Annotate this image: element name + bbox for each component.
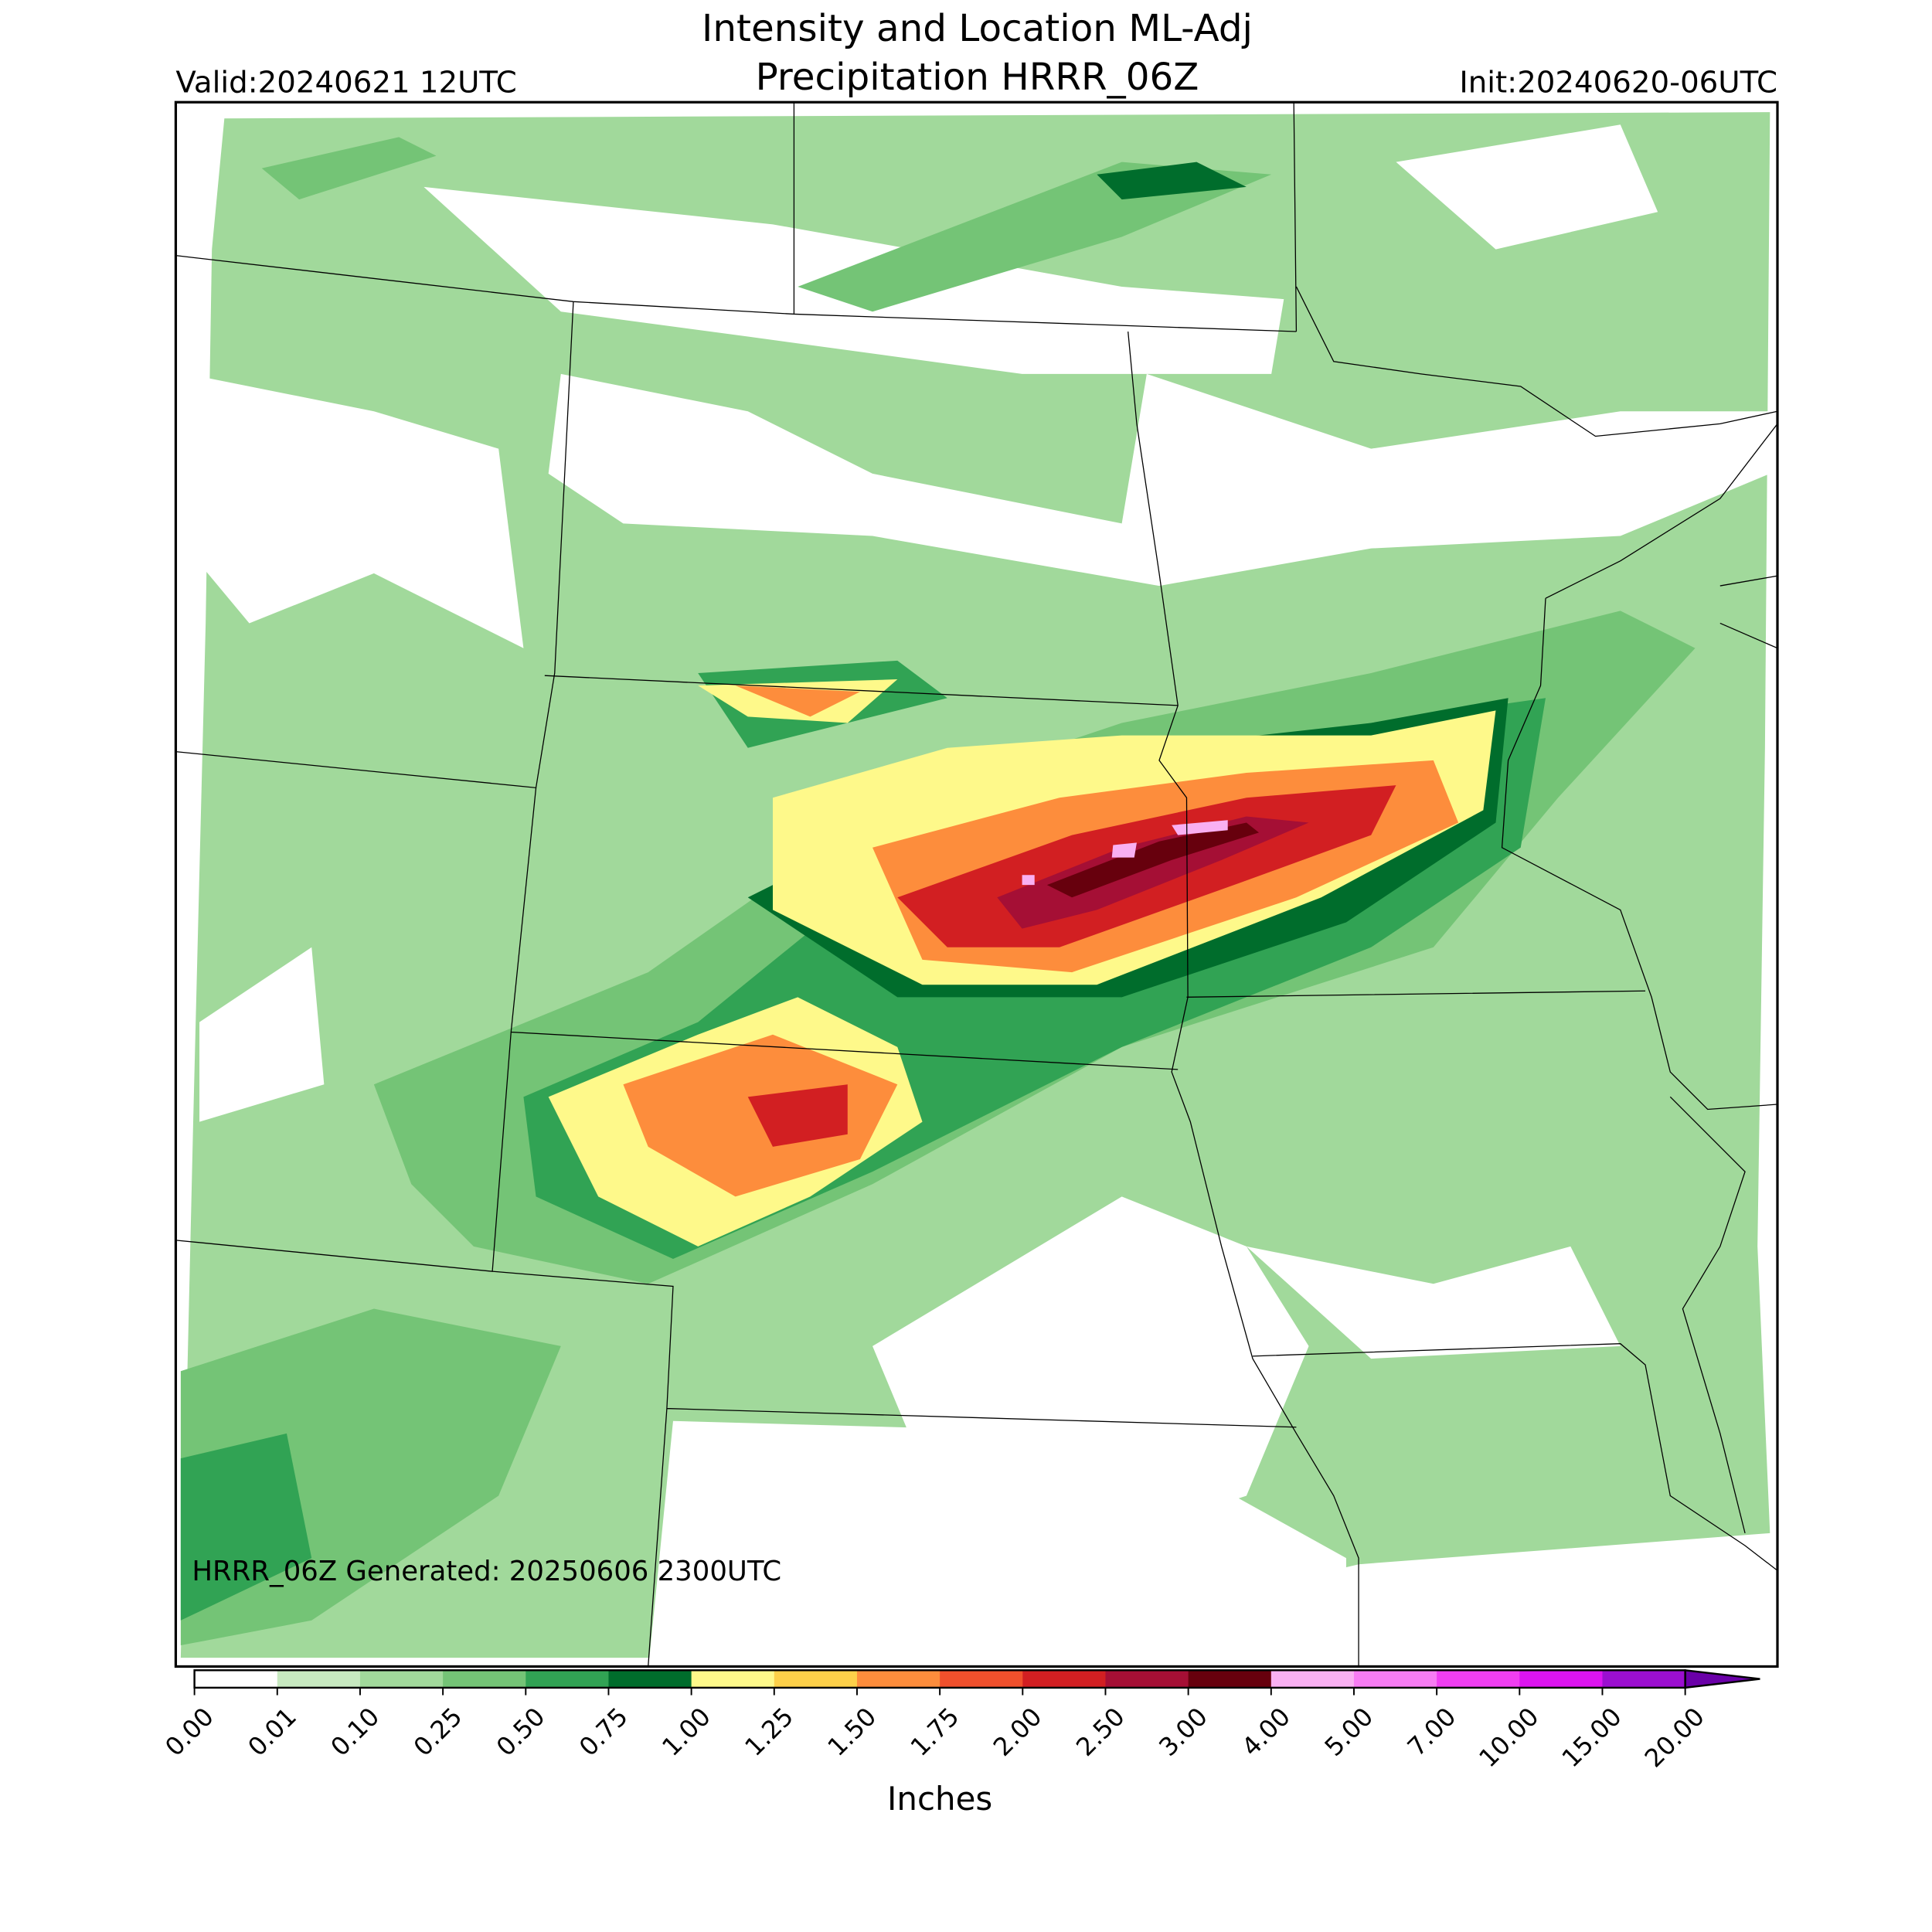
colorbar-tick-label: 0.01	[242, 1702, 302, 1762]
colorbar-segment	[1105, 1670, 1189, 1688]
precip-3in	[1046, 822, 1260, 898]
colorbar: 0.00 0.01 0.10 0.25 0.50 0.75 1.00 1.25 1.50 1.75…	[159, 1668, 1760, 1773]
valid-time: Valid:20240621 12UTC	[175, 65, 516, 100]
colorbar-segment	[856, 1670, 940, 1688]
colorbar-tick-label: 1.50	[822, 1702, 883, 1762]
colorbar-segment	[1022, 1670, 1107, 1688]
colorbar-segment	[443, 1670, 527, 1688]
colorbar-tick-label: 1.00	[656, 1702, 716, 1762]
colorbar-tick-label: 1.25	[739, 1702, 799, 1762]
colorbar-tick-label: 5.00	[1319, 1702, 1379, 1762]
state-boundaries	[175, 102, 1777, 1667]
colorbar-segment	[359, 1670, 444, 1688]
colorbar-segment	[277, 1670, 361, 1688]
colorbar-segment	[1353, 1670, 1437, 1688]
colorbar-tick-label: 0.00	[159, 1702, 219, 1762]
precip-2-5in	[997, 816, 1309, 929]
colorbar-tick-label: 15.00	[1556, 1702, 1628, 1773]
colorbar-segment	[1437, 1670, 1521, 1688]
colorbar-segment	[194, 1670, 278, 1688]
colorbar-tick-label: 7.00	[1402, 1702, 1462, 1762]
colorbar-segment	[526, 1670, 610, 1688]
colorbar-outline	[193, 1669, 1686, 1689]
colorbar-tick-label: 2.00	[988, 1702, 1048, 1762]
precip-4in	[1022, 820, 1228, 886]
colorbar-label: Inches	[887, 1780, 992, 1818]
colorbar-segment	[608, 1670, 692, 1688]
colorbar-tick-label: 0.25	[408, 1702, 468, 1762]
colorbar-tick-label: 3.00	[1153, 1702, 1213, 1762]
init-time: Init:20240620-06UTC	[1459, 65, 1777, 100]
colorbar-segment	[691, 1670, 775, 1688]
title-line-2: Precipitation HRRR_06Z	[756, 56, 1199, 99]
colorbar-segment	[774, 1670, 858, 1688]
title-line-1: Intensity and Location ML-Adj	[702, 7, 1253, 50]
colorbar-extension	[1684, 1668, 1760, 1689]
colorbar-tick-label: 1.75	[905, 1702, 965, 1762]
dry-areas	[186, 124, 1770, 1667]
map-frame	[174, 100, 1779, 1668]
colorbar-tick-label: 0.50	[491, 1702, 551, 1762]
colorbar-segment	[1602, 1670, 1686, 1688]
colorbar-tick-label: 20.00	[1639, 1702, 1710, 1773]
colorbar-tick-label: 10.00	[1473, 1702, 1544, 1773]
colorbar-tick-label: 0.10	[325, 1702, 386, 1762]
colorbar-tick-label: 4.00	[1236, 1702, 1296, 1762]
colorbar-tick-label: 2.50	[1070, 1702, 1131, 1762]
colorbar-segment	[1519, 1670, 1604, 1688]
colorbar-segment	[1188, 1670, 1272, 1688]
colorbar-tick-label: 0.75	[573, 1702, 634, 1762]
colorbar-segment	[1270, 1670, 1355, 1688]
generated-note: HRRR_06Z Generated: 20250606 2300UTC	[192, 1556, 781, 1587]
map	[175, 102, 1777, 1667]
colorbar-segment	[940, 1670, 1024, 1688]
precip-2in	[747, 785, 1396, 1147]
